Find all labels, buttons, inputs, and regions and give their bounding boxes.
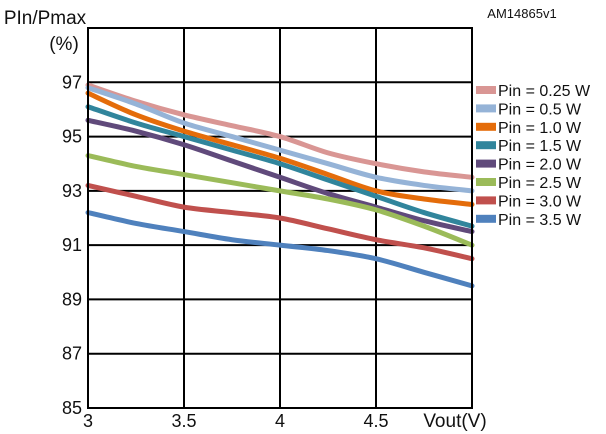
legend-swatch bbox=[476, 86, 496, 94]
y-tick-label: 89 bbox=[62, 289, 82, 309]
x-tick-label: 4.5 bbox=[363, 411, 388, 431]
legend-label: Pin = 1.0 W bbox=[498, 120, 582, 137]
legend-swatch bbox=[476, 122, 496, 131]
series-line-6 bbox=[85, 153, 475, 248]
series-line-7 bbox=[85, 182, 475, 262]
chart-series-lines bbox=[85, 82, 475, 289]
y-axis-label: PIn/Pmax bbox=[4, 8, 87, 29]
legend-swatch bbox=[476, 159, 496, 168]
x-tick-label: 3.5 bbox=[171, 411, 196, 431]
legend-label: Pin = 2.5 W bbox=[498, 175, 582, 192]
legend-label: Pin = 1.5 W bbox=[498, 138, 582, 155]
legend-swatch bbox=[476, 104, 496, 113]
plot-frame bbox=[87, 27, 473, 409]
x-tick-label: 3 bbox=[83, 411, 93, 431]
y-axis-unit: (%) bbox=[49, 34, 79, 55]
legend-swatch bbox=[476, 141, 496, 150]
x-axis-label: Vout(V) bbox=[423, 411, 486, 432]
y-tick-label: 85 bbox=[62, 398, 82, 418]
series-line-3 bbox=[85, 90, 475, 207]
x-tick-labels: 3 3.5 4 4.5 bbox=[83, 411, 389, 431]
legend-label: Pin = 3.5 W bbox=[498, 212, 582, 229]
legend-swatch bbox=[476, 178, 496, 186]
legend-label: Pin = 3.0 W bbox=[498, 193, 582, 210]
series-line-4 bbox=[85, 104, 475, 229]
series-line-1 bbox=[85, 82, 475, 180]
series-line-8 bbox=[85, 210, 475, 289]
legend-swatch bbox=[476, 196, 496, 205]
figure-code: AM14865v1 bbox=[487, 6, 556, 21]
series-line-5 bbox=[85, 117, 475, 235]
y-tick-label: 91 bbox=[62, 235, 82, 255]
y-tick-label: 95 bbox=[62, 127, 82, 147]
legend-label: Pin = 0.5 W bbox=[498, 101, 582, 118]
y-tick-labels: 85 87 89 91 93 95 97 bbox=[62, 72, 82, 418]
y-tick-label: 87 bbox=[62, 344, 82, 364]
y-tick-label: 93 bbox=[62, 181, 82, 201]
x-tick-label: 4 bbox=[275, 411, 285, 431]
legend-label: Pin = 2.0 W bbox=[498, 157, 582, 174]
series-line-2 bbox=[85, 85, 475, 194]
legend-swatch bbox=[476, 214, 496, 223]
y-tick-label: 97 bbox=[62, 72, 82, 92]
legend-label: Pin = 0.25 W bbox=[498, 83, 591, 100]
